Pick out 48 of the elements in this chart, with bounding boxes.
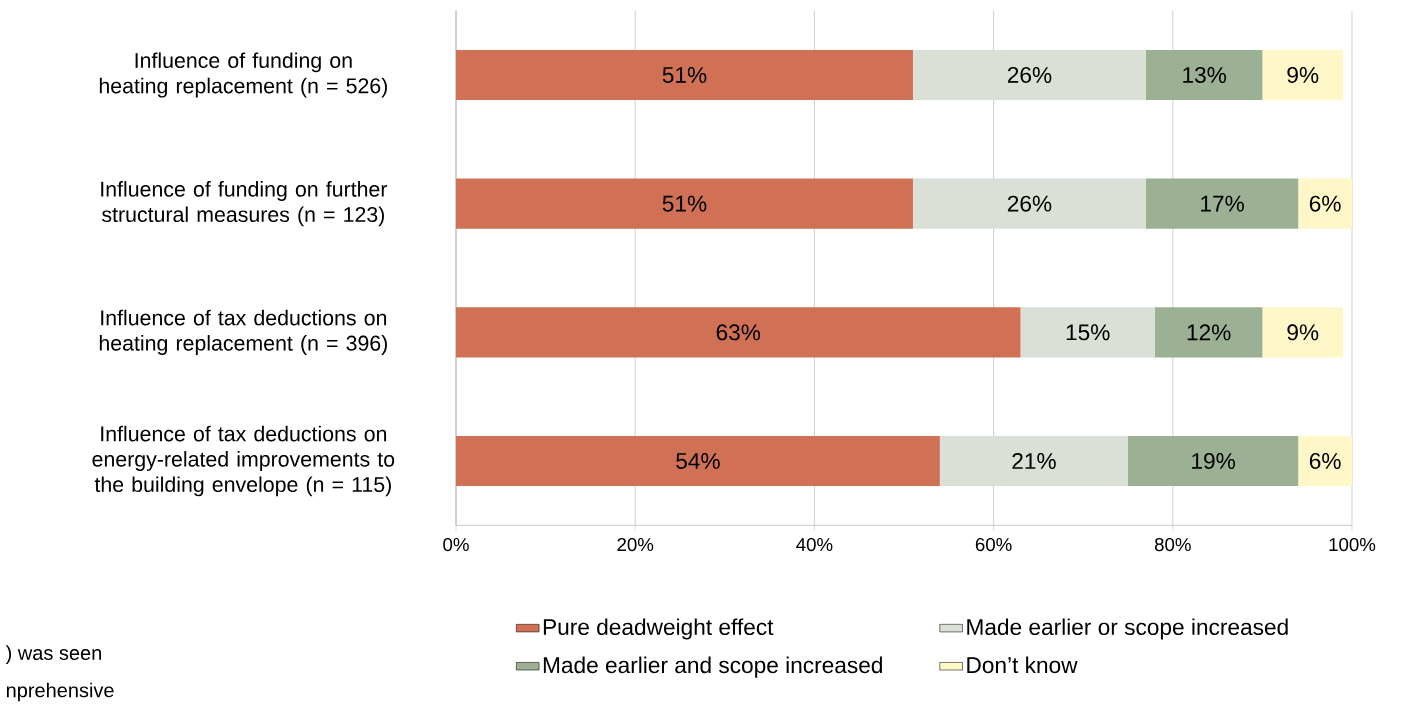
data-label: 9% [1287,66,1319,84]
legend-label: Made earlier and scope increased [543,656,882,678]
data-label: 13% [1183,66,1227,84]
bar [1298,435,1352,487]
data-label: 12% [1187,324,1231,341]
x-tick-label: 0% [443,537,469,552]
bar [456,49,913,101]
data-label: 26% [1007,195,1052,212]
x-tick-label: 20% [617,537,654,552]
data-label: 26% [1007,66,1052,84]
x-tick-label: 100% [1329,537,1376,552]
x-tick-label: 60% [975,537,1012,552]
x-tick-label: 80% [1154,537,1191,552]
x-tick-label: 40% [796,537,833,552]
data-label: 6% [1309,452,1341,470]
legend-label: Made earlier or scope increased [967,618,1288,640]
bar [1128,435,1299,487]
data-label: 51% [662,195,707,212]
legend-label: Pure deadweight effect [543,618,774,640]
text: ) was seen [5,645,101,664]
bar [1145,178,1299,229]
y-tick-label: Influence of funding on heating replacement (n = 526) [99,52,387,98]
bar [912,49,1146,101]
data-label: 15% [1066,324,1110,341]
y-tick-label: Influence of tax deductions on energy-related improvements to the building envelope (n = 115) [92,425,395,497]
bar [1020,307,1155,358]
data-label: 21% [1012,453,1056,469]
data-label: 51% [662,67,707,83]
bar [456,178,913,229]
data-label: 19% [1192,452,1235,470]
data-label: 6% [1309,195,1341,212]
bar [1262,49,1344,101]
data-label: 63% [716,324,761,341]
data-label: 9% [1287,324,1319,341]
bar [1145,49,1263,101]
bar [1262,307,1344,358]
bar [939,435,1128,487]
data-label: 17% [1201,195,1244,212]
bar [456,435,940,487]
text: nprehensive [6,682,114,702]
bar [1154,307,1263,358]
bar [1298,178,1352,229]
legend-label: Don’t know [967,656,1078,674]
y-tick-label: Influence of funding on further structural measures (n = 123) [101,181,388,227]
y-tick-label: Influence of tax deductions on heating replacement (n = 396) [99,309,387,355]
data-label: 54% [676,453,720,469]
bar [456,307,1021,358]
bar [912,178,1146,229]
